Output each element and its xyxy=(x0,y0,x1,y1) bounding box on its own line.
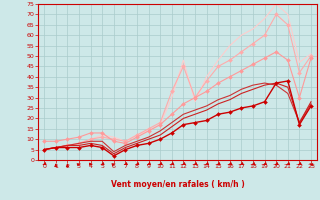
X-axis label: Vent moyen/en rafales ( km/h ): Vent moyen/en rafales ( km/h ) xyxy=(111,180,244,189)
